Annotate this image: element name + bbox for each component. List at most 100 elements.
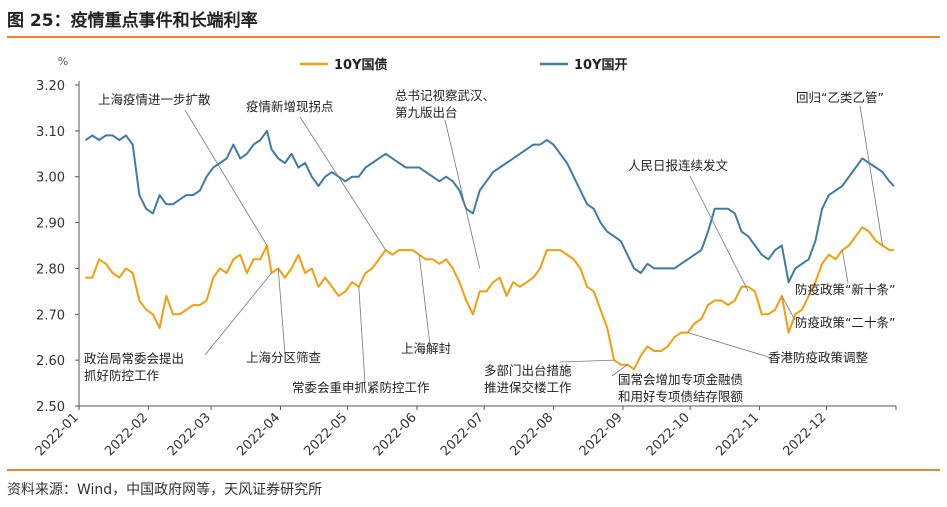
data-point — [246, 153, 248, 155]
data-point — [861, 226, 864, 228]
data-point — [888, 180, 890, 182]
data-point — [492, 281, 494, 283]
data-point — [185, 194, 187, 196]
data-point — [727, 208, 729, 210]
data-point — [835, 189, 837, 192]
data-point — [259, 139, 261, 141]
data-point — [673, 267, 676, 269]
data-point — [118, 277, 120, 279]
data-point — [633, 368, 635, 370]
x-tick-label: 2022-07 — [438, 410, 487, 459]
data-point — [118, 139, 120, 141]
data-point — [700, 318, 702, 320]
data-point — [734, 299, 736, 302]
annotation-leader — [559, 359, 615, 363]
data-point — [284, 277, 286, 279]
data-point — [364, 272, 367, 274]
data-point — [105, 134, 107, 136]
chart-legend: 10Y国债 10Y国开 — [300, 57, 628, 73]
data-point — [875, 240, 877, 242]
data-point — [512, 281, 514, 283]
data-point — [226, 272, 228, 274]
data-point — [526, 281, 528, 283]
data-point — [606, 327, 608, 329]
y-tick-label: 3.20 — [36, 79, 65, 94]
annotation-label: 疫情新增现拐点 — [246, 99, 334, 114]
data-point — [185, 309, 187, 311]
data-point — [620, 240, 622, 242]
data-point — [828, 194, 830, 196]
data-point — [479, 189, 481, 192]
annotation-leader — [859, 105, 883, 246]
data-point — [593, 290, 595, 292]
data-point — [371, 162, 373, 164]
annotation-leader — [444, 119, 481, 269]
x-tick-label: 2022-04 — [234, 410, 283, 459]
data-point — [246, 272, 248, 274]
x-tick-label: 2022-08 — [507, 410, 556, 459]
annotation-label: 总书记视察武汉、 — [395, 88, 495, 103]
y-tick-label: 2.70 — [36, 308, 65, 323]
annotation-label: 防疫政策“二十条” — [795, 315, 895, 330]
data-point — [893, 249, 895, 251]
data-point — [317, 286, 320, 288]
annotation-leader — [841, 250, 849, 284]
data-point — [297, 254, 299, 256]
footer-rule — [7, 469, 940, 471]
data-point — [385, 153, 387, 155]
data-point — [633, 267, 635, 269]
data-point — [794, 313, 796, 315]
data-point — [206, 299, 208, 302]
data-point — [472, 313, 474, 315]
x-tick-label: 2022-10 — [644, 410, 693, 459]
data-point — [219, 162, 221, 164]
data-point — [304, 162, 306, 164]
data-point — [472, 212, 474, 214]
chart-series — [85, 129, 895, 371]
data-point — [179, 199, 181, 201]
data-point — [546, 249, 548, 251]
data-point — [338, 295, 340, 297]
data-point — [445, 176, 447, 178]
data-point — [821, 263, 823, 265]
data-point — [747, 235, 749, 237]
data-point — [505, 295, 508, 297]
data-point — [626, 254, 629, 256]
data-point — [741, 286, 743, 288]
data-point — [432, 176, 434, 178]
data-point — [774, 309, 776, 311]
data-point — [351, 176, 353, 178]
data-point — [438, 180, 440, 182]
data-point — [700, 249, 702, 251]
data-point — [539, 144, 541, 146]
y-tick-label: 2.50 — [36, 400, 65, 415]
data-point — [219, 267, 221, 269]
data-point — [159, 194, 161, 196]
data-point — [720, 208, 723, 210]
annotation-label: 防疫政策“新十条” — [795, 282, 895, 297]
data-point — [212, 166, 214, 169]
data-point — [159, 327, 161, 329]
data-point — [653, 350, 655, 352]
data-point — [788, 281, 790, 283]
data-point — [172, 203, 174, 205]
annotation-label: 抓好防控工作 — [84, 368, 160, 383]
data-point — [841, 185, 843, 187]
data-point — [606, 231, 608, 233]
data-point — [291, 153, 293, 155]
data-point — [653, 267, 655, 269]
y-tick-label: 2.80 — [36, 262, 65, 277]
annotation-leader — [687, 332, 773, 359]
data-point — [351, 281, 353, 283]
data-point — [512, 157, 514, 159]
data-point — [391, 157, 393, 159]
data-point — [331, 171, 333, 173]
x-tick-label: 2022-12 — [780, 410, 829, 459]
data-point — [579, 189, 582, 192]
data-point — [801, 309, 803, 311]
data-point — [667, 267, 669, 269]
data-point — [344, 180, 346, 182]
annotation-label: 多部门出台措施 — [484, 363, 572, 378]
data-point — [405, 249, 407, 251]
data-point — [808, 258, 810, 260]
